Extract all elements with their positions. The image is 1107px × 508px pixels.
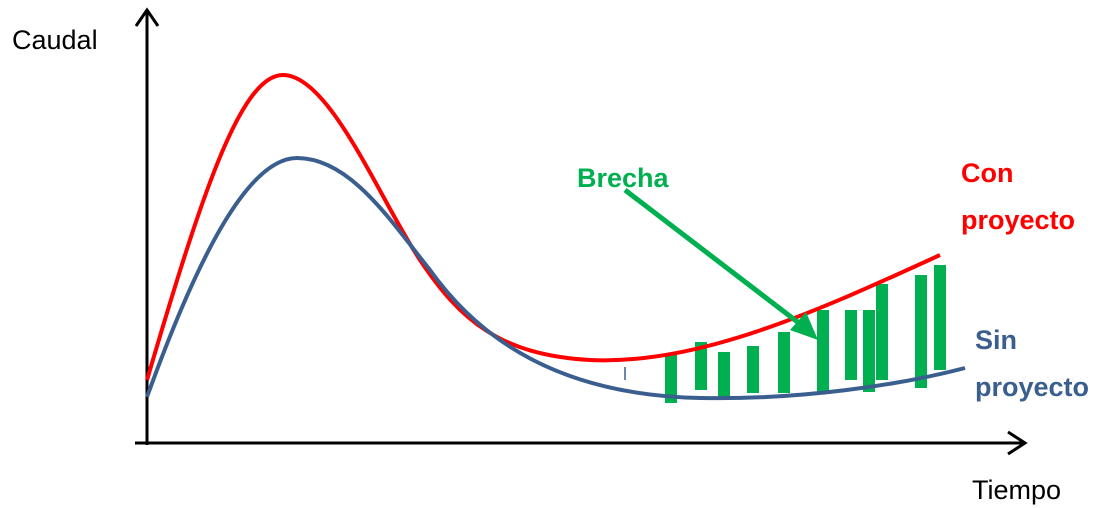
- brecha-label: Brecha: [577, 163, 670, 193]
- gap-bar: [863, 310, 875, 392]
- con-proyecto-label: proyecto: [961, 205, 1075, 235]
- brecha-arrowhead: [790, 312, 818, 340]
- x-arrow: [1007, 430, 1028, 456]
- sin-proyecto-label: Sin: [975, 325, 1017, 355]
- gap-bars: [665, 265, 946, 403]
- gap-bar: [845, 310, 857, 380]
- y-axis-label: Caudal: [12, 25, 98, 55]
- y-arrow: [134, 7, 160, 27]
- x-axis-label: Tiempo: [972, 475, 1061, 505]
- gap-bar: [934, 265, 946, 370]
- brecha-arrow: [623, 188, 810, 332]
- sin-proyecto-curve: [145, 155, 966, 401]
- gap-bar: [747, 346, 759, 393]
- axes: [134, 7, 1028, 456]
- gap-bar: [817, 310, 829, 393]
- gap-bar: [876, 284, 888, 380]
- gap-bar: [718, 352, 730, 398]
- con-proyecto-label: Con: [961, 158, 1013, 188]
- gap-bar: [695, 342, 707, 390]
- gap-bar: [915, 275, 927, 388]
- gap-bar: [778, 332, 790, 393]
- gap-bar: [665, 355, 677, 403]
- sin-proyecto-label: proyecto: [975, 372, 1089, 402]
